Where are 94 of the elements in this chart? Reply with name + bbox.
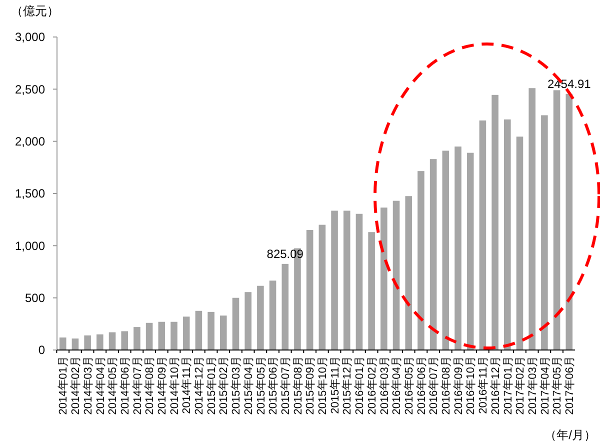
x-tick-label: 2017年05月 [552, 356, 564, 415]
y-tick-label: 3,000 [14, 30, 46, 44]
x-tick-label: 2017年01月 [502, 356, 514, 415]
bar [405, 196, 412, 350]
bar [220, 316, 227, 350]
y-axis-title: （億元） [11, 4, 59, 18]
bar [430, 159, 437, 350]
x-tick-label: 2016年03月 [378, 356, 391, 415]
bar [146, 322, 153, 350]
x-tick-label: 2016年10月 [465, 356, 478, 415]
bar [269, 280, 276, 350]
bar [466, 152, 474, 350]
x-tick-label: 2015年02月 [218, 356, 230, 415]
bar [418, 171, 424, 350]
x-tick-label: 2017年04月 [539, 356, 552, 415]
bar [208, 312, 214, 350]
bar [380, 208, 388, 350]
bar [343, 210, 350, 350]
x-tick-label: 2014年06月 [119, 356, 132, 415]
bar [479, 120, 486, 350]
bar [516, 136, 524, 350]
x-tick-label: 2016年11月 [478, 356, 490, 414]
x-tick-label: 2016年09月 [452, 356, 465, 415]
bar [331, 210, 338, 350]
x-tick-label: 2014年07月 [132, 356, 144, 415]
x-tick-label: 2014年12月 [194, 356, 206, 415]
y-tick-label: 0 [38, 343, 46, 358]
data-label: 2454.91 [547, 76, 592, 91]
x-tick-label: 2016年04月 [391, 356, 404, 415]
x-tick-label: 2016年12月 [490, 356, 502, 415]
bar [282, 264, 289, 350]
bar [442, 150, 450, 350]
bar [553, 90, 560, 350]
x-tick-label: 2017年06月 [564, 356, 576, 415]
x-tick-label: 2014年01月 [58, 356, 70, 415]
x-tick-label: 2016年05月 [403, 356, 416, 415]
x-tick-label: 2014年11月 [181, 356, 194, 414]
x-tick-label: 2014年03月 [82, 356, 94, 415]
x-tick-label: 2014年02月 [70, 356, 82, 415]
bar [528, 88, 536, 350]
bar [108, 332, 116, 350]
x-tick-label: 2014年08月 [144, 356, 156, 415]
bar [356, 214, 363, 350]
x-tick-label: 2015年10月 [317, 356, 330, 415]
x-tick-label: 2016年07月 [428, 356, 440, 415]
bar [368, 232, 375, 350]
bar [84, 335, 91, 350]
bar [492, 94, 498, 350]
bar [392, 200, 400, 350]
x-tick-label: 2014年04月 [94, 356, 107, 415]
bar [96, 334, 104, 350]
bar [158, 322, 166, 350]
x-tick-label: 2015年08月 [292, 356, 304, 415]
bar [244, 292, 252, 350]
bar [182, 316, 190, 350]
y-tick-label: 1,000 [14, 238, 46, 253]
bar [306, 230, 314, 350]
bar [121, 331, 128, 350]
bar [134, 327, 140, 350]
bar [318, 224, 326, 350]
x-tick-label: 2015年11月 [329, 356, 342, 414]
bar [566, 94, 573, 350]
bar [170, 322, 178, 350]
bar [541, 115, 548, 350]
x-tick-label: 2015年09月 [304, 356, 317, 415]
y-tick-label: 2,000 [14, 134, 46, 149]
x-tick-label: 2016年08月 [440, 356, 453, 415]
x-tick-label: 2015年12月 [342, 356, 354, 415]
x-tick-label: 2017年02月 [514, 356, 527, 415]
x-axis-title: （年/月） [544, 428, 596, 442]
x-tick-label: 2015年05月 [255, 356, 268, 415]
y-tick-label: 2,500 [14, 82, 46, 96]
x-tick-label: 2015年04月 [242, 356, 255, 415]
bar [195, 310, 202, 350]
data-label: 825.09 [266, 246, 304, 261]
x-tick-label: 2015年01月 [206, 356, 218, 415]
y-tick-label: 500 [24, 291, 46, 306]
x-tick-label: 2017年03月 [526, 356, 539, 415]
x-tick-label: 2016年06月 [416, 356, 428, 415]
y-tick-label: 1,500 [14, 186, 46, 201]
bar [72, 338, 79, 350]
x-tick-label: 2015年03月 [230, 356, 243, 415]
x-tick-label: 2016年01月 [354, 356, 366, 415]
x-tick-label: 2014年09月 [156, 356, 168, 415]
x-tick-label: 2014年10月 [168, 356, 181, 415]
x-tick-label: 2016年02月 [366, 356, 378, 415]
bar [257, 286, 264, 350]
bar [504, 119, 511, 350]
x-tick-label: 2014年05月 [107, 356, 120, 415]
bar [454, 146, 462, 350]
x-tick-label: 2015年07月 [280, 356, 292, 415]
x-tick-label: 2015年06月 [268, 356, 280, 415]
bar [59, 337, 66, 350]
bar [232, 298, 240, 350]
